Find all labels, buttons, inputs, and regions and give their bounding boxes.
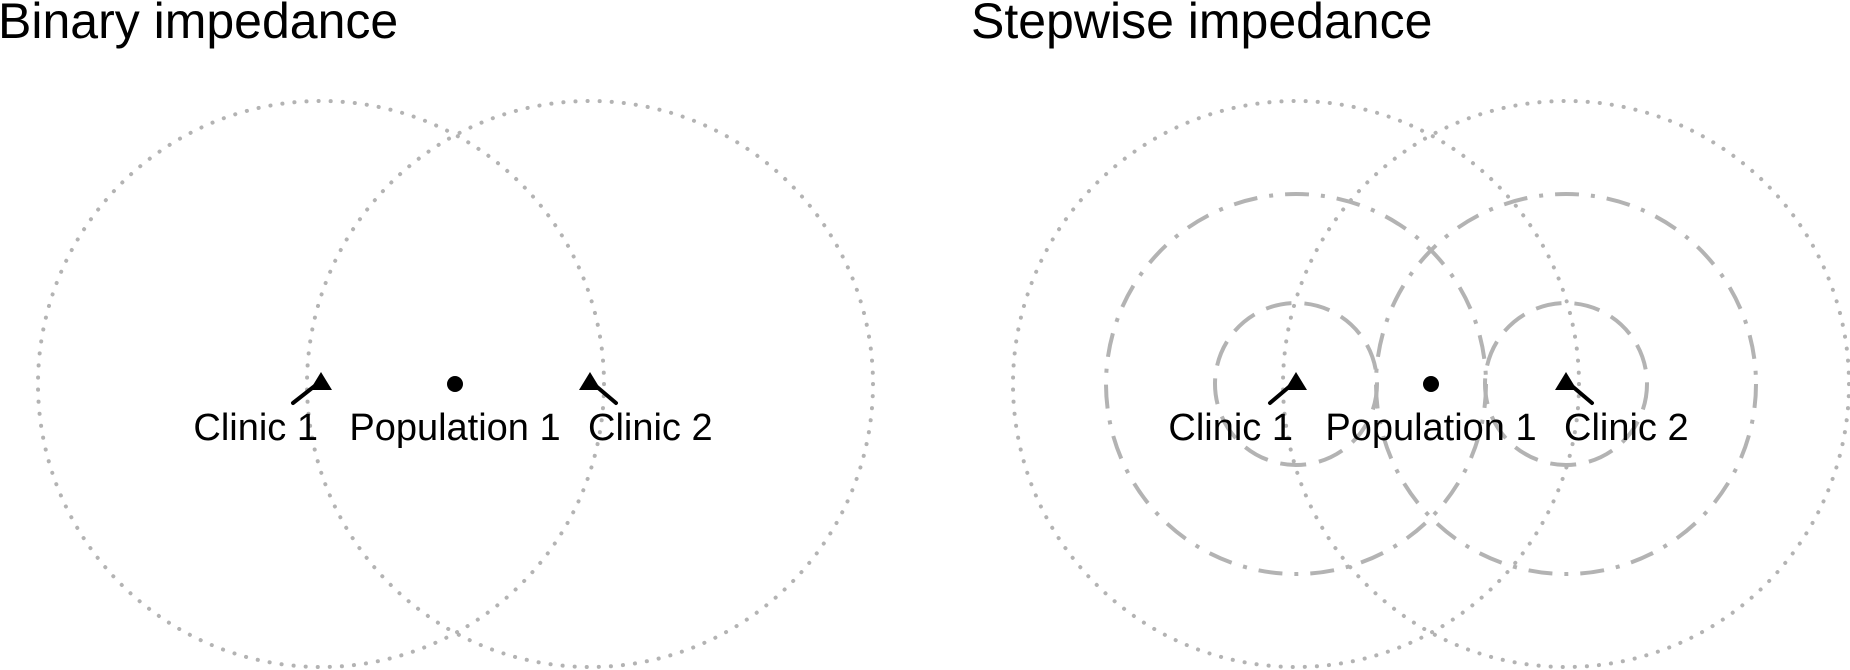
clinic-marker-icon xyxy=(1268,372,1307,405)
panel-title-binary: Binary impedance xyxy=(0,0,398,49)
clinic-2-label: Clinic 2 xyxy=(1564,407,1689,449)
population-point-icon xyxy=(1423,376,1439,392)
panel-stepwise: Stepwise impedance Clinic 1 Population 1… xyxy=(971,0,1850,669)
clinic-1-label: Clinic 1 xyxy=(193,407,318,449)
clinic-marker-icon xyxy=(1555,372,1594,405)
panel-binary: Binary impedance Clinic 1 Population 1 C… xyxy=(0,0,875,669)
clinic-marker-icon xyxy=(291,372,332,405)
catchment-ring-clinic-1 xyxy=(36,99,606,669)
clinic-1-label: Clinic 1 xyxy=(1168,407,1293,449)
population-point-icon xyxy=(447,376,463,392)
clinic-2-label: Clinic 2 xyxy=(588,407,713,449)
outer-ring-clinic-2 xyxy=(1281,99,1850,669)
outer-ring-clinic-1 xyxy=(1011,99,1581,669)
population-1-label: Population 1 xyxy=(1325,407,1536,449)
panel-title-stepwise: Stepwise impedance xyxy=(971,0,1432,49)
clinic-marker-icon xyxy=(579,372,618,405)
population-1-label: Population 1 xyxy=(349,407,560,449)
inner-ring-clinic-1 xyxy=(1213,301,1379,467)
middle-ring-clinic-2 xyxy=(1374,192,1758,576)
catchment-ring-clinic-2 xyxy=(305,99,875,669)
inner-ring-clinic-2 xyxy=(1483,301,1649,467)
